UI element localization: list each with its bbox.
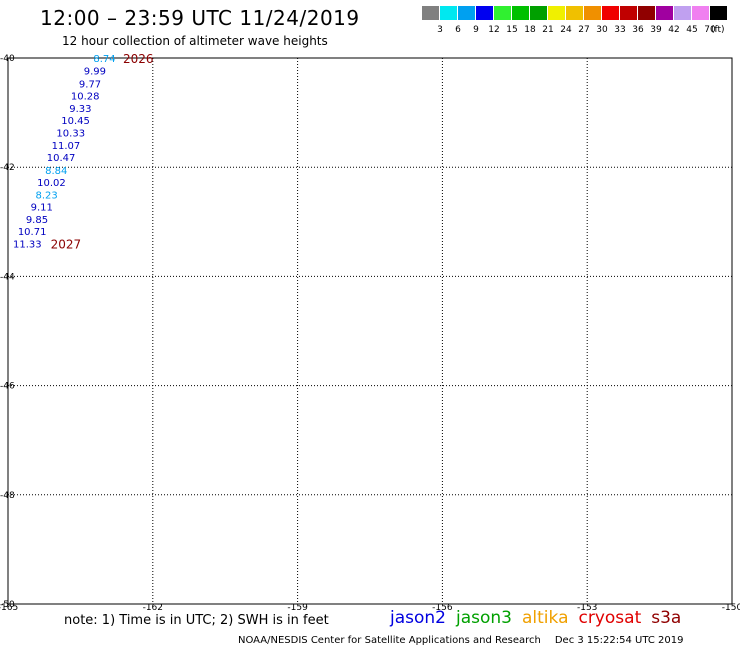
legend-label: 42 — [668, 25, 680, 35]
wave-height-point: 9.11 — [31, 203, 53, 214]
legend-swatch — [494, 6, 511, 20]
legend-label: 9 — [473, 25, 479, 35]
chart-title: 12:00 – 23:59 UTC 11/24/2019 — [40, 6, 360, 30]
wave-height-point: 9.99 — [84, 67, 106, 78]
x-tick-label: -162 — [143, 603, 163, 613]
legend-label: 30 — [596, 25, 608, 35]
legend-swatch — [530, 6, 547, 20]
legend-label: 18 — [524, 25, 536, 35]
legend-swatch — [710, 6, 727, 20]
wave-height-point: 8.23 — [35, 191, 57, 202]
wave-height-point: 10.02 — [37, 178, 66, 189]
chart-subtitle: 12 hour collection of altimeter wave hei… — [62, 34, 328, 48]
note-text: note: 1) Time is in UTC; 2) SWH is in fe… — [64, 613, 329, 628]
y-tick-label: -50 — [0, 600, 15, 610]
legend-label: 27 — [578, 25, 590, 35]
legend-swatch — [638, 6, 655, 20]
wave-height-point: 9.77 — [79, 80, 101, 91]
footer-credit: NOAA/NESDIS Center for Satellite Applica… — [238, 635, 541, 646]
wave-height-point: 10.47 — [47, 153, 76, 164]
legend-label: 12 — [488, 25, 500, 35]
legend-swatch — [566, 6, 583, 20]
wave-height-point: 8.74 — [93, 54, 115, 65]
legend-swatch — [440, 6, 457, 20]
wave-height-point: 9.85 — [26, 215, 48, 226]
legend-label: 36 — [632, 25, 644, 35]
legend-swatch — [584, 6, 601, 20]
satellite-s3a: s3a — [651, 608, 682, 628]
satellite-cryosat: cryosat — [578, 608, 642, 628]
footer: NOAA/NESDIS Center for Satellite Applica… — [238, 635, 683, 646]
y-tick-label: -44 — [0, 272, 15, 282]
y-tick-label: -42 — [0, 163, 15, 173]
legend-label: 15 — [506, 25, 518, 35]
plot-frame — [7, 57, 733, 605]
wave-height-point: 8.84 — [45, 166, 67, 177]
wave-height-point: 9.33 — [69, 104, 91, 115]
wave-height-point: 10.71 — [18, 227, 47, 238]
footer-timestamp: Dec 3 15:22:54 UTC 2019 — [554, 635, 684, 646]
legend-swatch — [476, 6, 493, 20]
wave-height-point: 11.07 — [52, 141, 81, 152]
x-tick-label: -165 — [0, 603, 18, 613]
legend-swatch — [422, 6, 439, 20]
legend-label: 24 — [560, 25, 572, 35]
legend-swatch — [458, 6, 475, 20]
y-tick-label: -48 — [0, 491, 15, 501]
satellite-jason2: jason2 — [390, 608, 446, 628]
wave-height-point: 11.33 — [13, 240, 42, 251]
y-tick-label: -40 — [0, 54, 15, 64]
time-label: 2027 — [51, 238, 82, 252]
legend-swatch — [602, 6, 619, 20]
x-tick-label: -156 — [432, 603, 453, 613]
x-tick-label: -150 — [722, 603, 740, 613]
legend-label: 6 — [455, 25, 461, 35]
wave-height-point: 10.33 — [56, 128, 85, 139]
x-tick-label: -153 — [577, 603, 597, 613]
legend-label: 3 — [437, 25, 443, 35]
legend-label: 21 — [542, 25, 554, 35]
legend-swatch — [674, 6, 691, 20]
legend-unit: (ft) — [711, 25, 725, 35]
satellite-jason3: jason3 — [456, 608, 512, 628]
legend-label: 70 — [704, 25, 716, 35]
legend-swatch — [620, 6, 637, 20]
x-tick-label: -159 — [287, 603, 308, 613]
legend-swatch — [692, 6, 709, 20]
color-legend: 3 6 9 12 15 18 21 24 27 30 33 36 39 42 45 70 (ft) — [422, 6, 728, 35]
satellite-legend: jason2 jason3 altika cryosat s3a — [390, 608, 691, 628]
legend-label: 33 — [614, 25, 626, 35]
y-tick-label: -46 — [0, 382, 15, 392]
wave-height-point: 10.28 — [71, 92, 100, 103]
legend-swatch — [548, 6, 565, 20]
legend-swatch — [512, 6, 529, 20]
wave-height-point: 10.45 — [61, 116, 90, 127]
satellite-altika: altika — [522, 608, 569, 628]
legend-swatch — [656, 6, 673, 20]
legend-label: 39 — [650, 25, 662, 35]
legend-label: 45 — [686, 25, 698, 35]
time-label: 2026 — [123, 52, 154, 66]
